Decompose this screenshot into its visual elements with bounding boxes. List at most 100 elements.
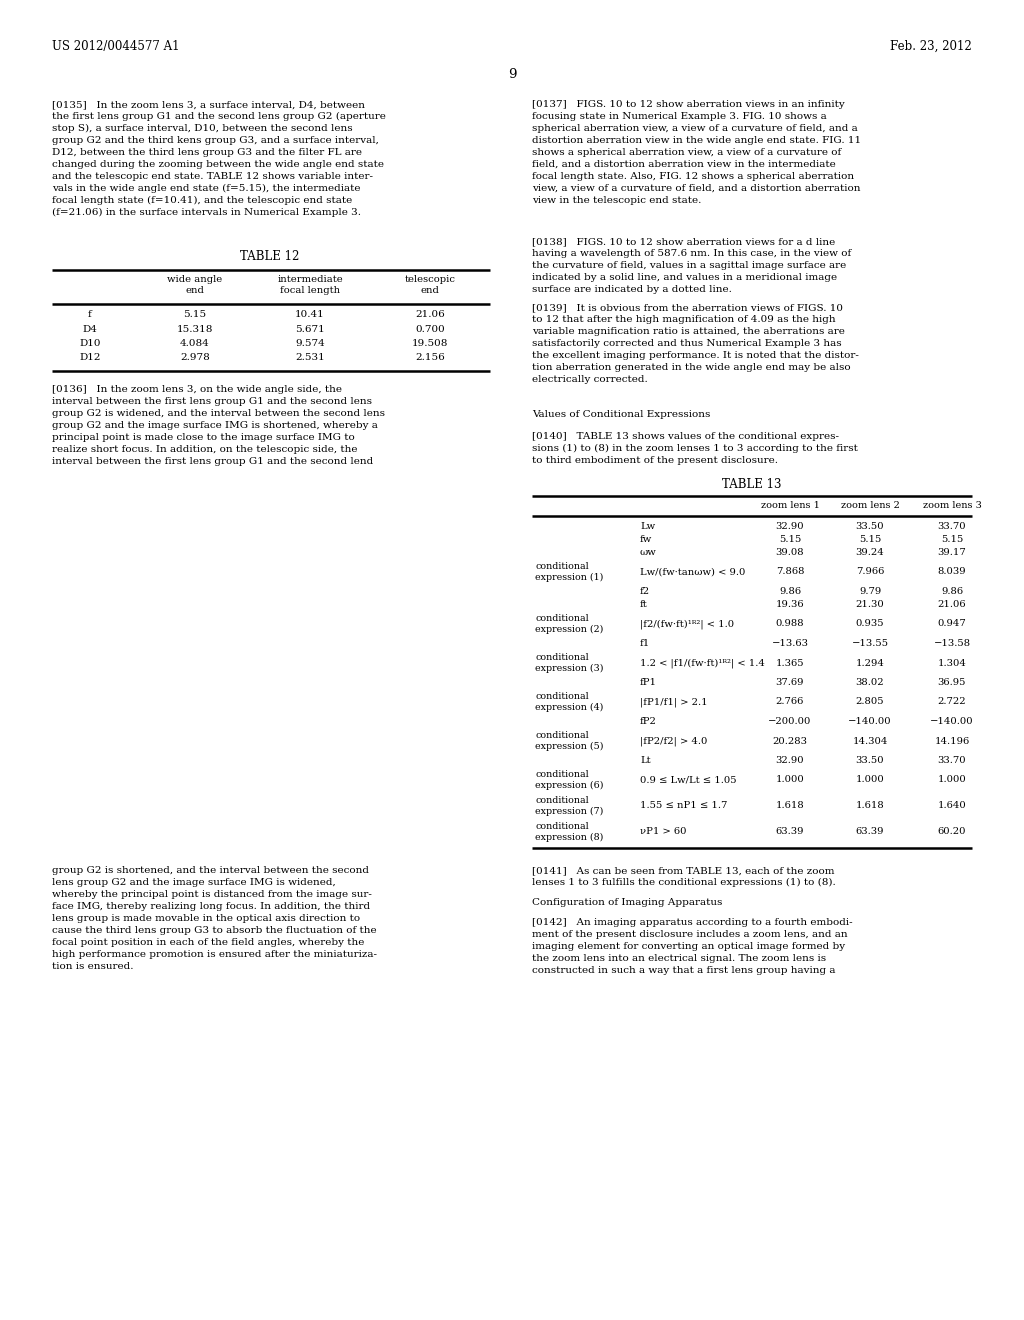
Text: 36.95: 36.95 <box>938 678 967 686</box>
Text: 21.06: 21.06 <box>415 310 444 319</box>
Text: f2: f2 <box>640 587 650 597</box>
Text: |fP1/f1| > 2.1: |fP1/f1| > 2.1 <box>640 697 708 706</box>
Text: [0135]   In the zoom lens 3, a surface interval, D4, between
the first lens grou: [0135] In the zoom lens 3, a surface int… <box>52 100 386 218</box>
Text: 5.671: 5.671 <box>295 325 325 334</box>
Text: 1.365: 1.365 <box>776 659 804 668</box>
Text: 1.640: 1.640 <box>938 801 967 810</box>
Text: fP1: fP1 <box>640 678 657 686</box>
Text: conditional
expression (3): conditional expression (3) <box>535 653 603 673</box>
Text: [0138]   FIGS. 10 to 12 show aberration views for a d line
having a wavelength o: [0138] FIGS. 10 to 12 show aberration vi… <box>532 238 851 294</box>
Text: 2.978: 2.978 <box>180 354 210 363</box>
Text: 2.531: 2.531 <box>295 354 325 363</box>
Text: Feb. 23, 2012: Feb. 23, 2012 <box>890 40 972 53</box>
Text: νP1 > 60: νP1 > 60 <box>640 828 686 837</box>
Text: 2.722: 2.722 <box>938 697 967 706</box>
Text: −140.00: −140.00 <box>930 717 974 726</box>
Text: fP2: fP2 <box>640 717 656 726</box>
Text: 2.766: 2.766 <box>776 697 804 706</box>
Text: |f2/(fw·ft)¹ᴿ²| < 1.0: |f2/(fw·ft)¹ᴿ²| < 1.0 <box>640 619 734 628</box>
Text: zoom lens 1: zoom lens 1 <box>761 502 819 510</box>
Text: 19.508: 19.508 <box>412 339 449 348</box>
Text: Lw/(fw·tanωw) < 9.0: Lw/(fw·tanωw) < 9.0 <box>640 568 745 577</box>
Text: 0.935: 0.935 <box>856 619 885 628</box>
Text: 7.966: 7.966 <box>856 568 884 577</box>
Text: Lt: Lt <box>640 756 650 766</box>
Text: 33.70: 33.70 <box>938 756 967 766</box>
Text: 5.15: 5.15 <box>779 535 801 544</box>
Text: −13.63: −13.63 <box>771 639 809 648</box>
Text: Values of Conditional Expressions: Values of Conditional Expressions <box>532 411 711 418</box>
Text: ft: ft <box>640 601 648 609</box>
Text: 14.196: 14.196 <box>934 737 970 746</box>
Text: 1.000: 1.000 <box>856 776 885 784</box>
Text: zoom lens 3: zoom lens 3 <box>923 502 981 510</box>
Text: 10.41: 10.41 <box>295 310 325 319</box>
Text: 20.283: 20.283 <box>772 737 808 746</box>
Text: −200.00: −200.00 <box>768 717 812 726</box>
Text: 9.86: 9.86 <box>941 587 963 597</box>
Text: 9.86: 9.86 <box>779 587 801 597</box>
Text: 8.039: 8.039 <box>938 568 967 577</box>
Text: 1.618: 1.618 <box>775 801 805 810</box>
Text: |fP2/f2| > 4.0: |fP2/f2| > 4.0 <box>640 737 708 746</box>
Text: conditional
expression (5): conditional expression (5) <box>535 731 603 751</box>
Text: Configuration of Imaging Apparatus: Configuration of Imaging Apparatus <box>532 898 722 907</box>
Text: [0139]   It is obvious from the aberration views of FIGS. 10
to 12 that after th: [0139] It is obvious from the aberration… <box>532 304 859 384</box>
Text: 33.70: 33.70 <box>938 521 967 531</box>
Text: 7.868: 7.868 <box>776 568 804 577</box>
Text: −13.55: −13.55 <box>851 639 889 648</box>
Text: 63.39: 63.39 <box>856 828 885 837</box>
Text: 33.50: 33.50 <box>856 521 885 531</box>
Text: telescopic
end: telescopic end <box>404 275 456 296</box>
Text: wide angle
end: wide angle end <box>167 275 222 296</box>
Text: 0.947: 0.947 <box>938 619 967 628</box>
Text: 39.24: 39.24 <box>856 548 885 557</box>
Text: 32.90: 32.90 <box>776 521 804 531</box>
Text: fw: fw <box>640 535 652 544</box>
Text: [0142]   An imaging apparatus according to a fourth embodi-
ment of the present : [0142] An imaging apparatus according to… <box>532 917 853 974</box>
Text: Lw: Lw <box>640 521 655 531</box>
Text: 0.988: 0.988 <box>776 619 804 628</box>
Text: 1.000: 1.000 <box>775 776 805 784</box>
Text: 39.08: 39.08 <box>776 548 804 557</box>
Text: ωw: ωw <box>640 548 656 557</box>
Text: [0140]   TABLE 13 shows values of the conditional expres-
sions (1) to (8) in th: [0140] TABLE 13 shows values of the cond… <box>532 432 858 465</box>
Text: 1.304: 1.304 <box>938 659 967 668</box>
Text: [0141]   As can be seen from TABLE 13, each of the zoom
lenses 1 to 3 fulfills t: [0141] As can be seen from TABLE 13, eac… <box>532 866 836 887</box>
Text: 1.2 < |f1/(fw·ft)¹ᴿ²| < 1.4: 1.2 < |f1/(fw·ft)¹ᴿ²| < 1.4 <box>640 659 765 668</box>
Text: −140.00: −140.00 <box>848 717 892 726</box>
Text: 39.17: 39.17 <box>938 548 967 557</box>
Text: conditional
expression (6): conditional expression (6) <box>535 771 603 789</box>
Text: 9.574: 9.574 <box>295 339 325 348</box>
Text: 0.700: 0.700 <box>415 325 444 334</box>
Text: conditional
expression (7): conditional expression (7) <box>535 796 603 816</box>
Text: 63.39: 63.39 <box>776 828 804 837</box>
Text: D4: D4 <box>83 325 97 334</box>
Text: f: f <box>88 310 92 319</box>
Text: 4.084: 4.084 <box>180 339 210 348</box>
Text: conditional
expression (1): conditional expression (1) <box>535 562 603 582</box>
Text: 5.15: 5.15 <box>941 535 964 544</box>
Text: conditional
expression (2): conditional expression (2) <box>535 614 603 634</box>
Text: D10: D10 <box>79 339 100 348</box>
Text: 9: 9 <box>508 69 516 81</box>
Text: 19.36: 19.36 <box>776 601 804 609</box>
Text: 33.50: 33.50 <box>856 756 885 766</box>
Text: zoom lens 2: zoom lens 2 <box>841 502 899 510</box>
Text: 1.618: 1.618 <box>856 801 885 810</box>
Text: 21.30: 21.30 <box>856 601 885 609</box>
Text: 1.294: 1.294 <box>856 659 885 668</box>
Text: [0137]   FIGS. 10 to 12 show aberration views in an infinity
focusing state in N: [0137] FIGS. 10 to 12 show aberration vi… <box>532 100 861 205</box>
Text: 5.15: 5.15 <box>183 310 207 319</box>
Text: 1.55 ≤ nP1 ≤ 1.7: 1.55 ≤ nP1 ≤ 1.7 <box>640 801 727 810</box>
Text: US 2012/0044577 A1: US 2012/0044577 A1 <box>52 40 179 53</box>
Text: 1.000: 1.000 <box>938 776 967 784</box>
Text: 32.90: 32.90 <box>776 756 804 766</box>
Text: f1: f1 <box>640 639 650 648</box>
Text: 14.304: 14.304 <box>852 737 888 746</box>
Text: 37.69: 37.69 <box>776 678 804 686</box>
Text: intermediate
focal length: intermediate focal length <box>278 275 343 296</box>
Text: 15.318: 15.318 <box>177 325 213 334</box>
Text: group G2 is shortened, and the interval between the second
lens group G2 and the: group G2 is shortened, and the interval … <box>52 866 377 970</box>
Text: [0136]   In the zoom lens 3, on the wide angle side, the
interval between the fi: [0136] In the zoom lens 3, on the wide a… <box>52 385 385 466</box>
